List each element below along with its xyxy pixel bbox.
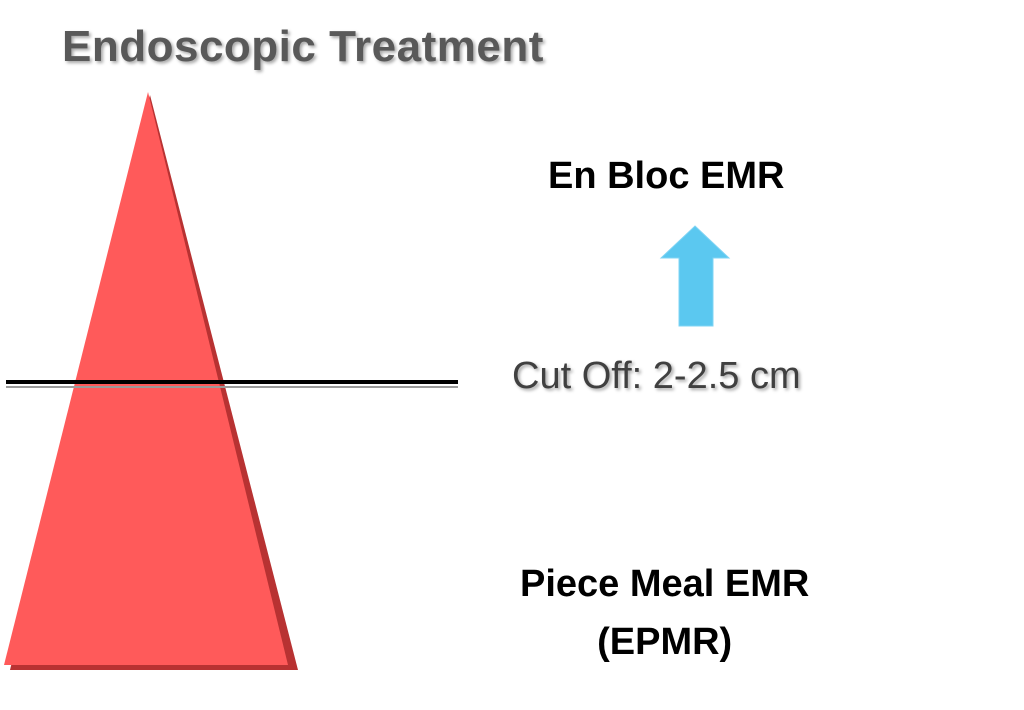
size-triangle <box>4 92 288 665</box>
page-title: Endoscopic Treatment <box>62 22 544 71</box>
en-bloc-label: En Bloc EMR <box>548 155 785 197</box>
arrow-up-icon <box>659 225 731 327</box>
cutoff-label: Cut Off: 2-2.5 cm <box>512 355 801 397</box>
piecemeal-label-line1: Piece Meal EMR <box>520 563 810 605</box>
piecemeal-label-line2: (EPMR) <box>597 621 733 663</box>
piecemeal-label: Piece Meal EMR (EPMR) <box>520 555 809 671</box>
